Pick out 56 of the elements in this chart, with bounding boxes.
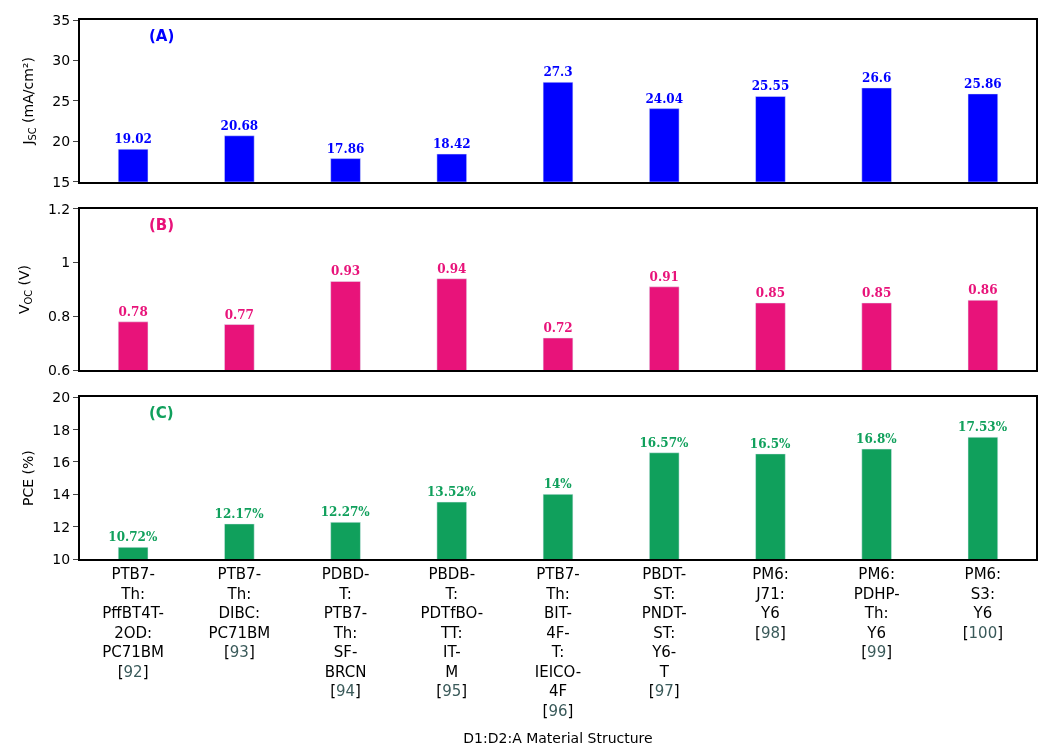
x-tick-label: PM6:PDHP-Th:Y6 [99] (853, 565, 900, 661)
x-tick-label: PM6:S3:Y6 [100] (962, 565, 1004, 642)
y-tick-label: 12 (52, 518, 71, 535)
data-label: 19.02 (114, 132, 152, 147)
data-label: 18.42 (432, 137, 471, 152)
y-tick-label: 1 (61, 254, 71, 271)
x-tick-label: PM6:J71:Y6 [98] (752, 565, 789, 642)
data-label: 13.52% (426, 485, 477, 500)
y-tick-label: 0.8 (47, 308, 71, 325)
y-tick-label: 20 (52, 133, 71, 150)
data-label: 20.68 (220, 118, 259, 133)
y-tick-label: 25 (52, 92, 71, 109)
data-label: 16.57% (639, 435, 690, 450)
data-label: 0.72 (543, 321, 573, 336)
x-axis-title: D1:D2:A Material Structure (463, 730, 653, 747)
data-label: 10.72% (108, 530, 158, 545)
y-tick-label: 1.2 (47, 200, 71, 217)
y-tick-label: 18 (52, 421, 71, 438)
data-label: 16.8% (856, 432, 898, 447)
y-tick-label: 10 (52, 550, 71, 567)
data-label: 0.85 (755, 285, 786, 300)
data-label: 17.53% (958, 420, 1008, 435)
data-label: 0.93 (330, 264, 361, 279)
x-tick-label: PTB7-Th:DIBC:PC71BM [93] (208, 565, 271, 661)
data-label: 17.86 (326, 141, 365, 156)
annotation: (B) (149, 216, 175, 234)
data-label: 14% (543, 477, 573, 492)
y-tick-label: 14 (52, 486, 71, 503)
data-label: 0.77 (224, 307, 254, 322)
data-label: 12.27% (320, 505, 371, 520)
data-label: 24.04 (645, 91, 684, 106)
data-label: 16.5% (749, 436, 792, 451)
data-label: 12.17% (214, 506, 265, 521)
data-label: 0.91 (649, 269, 679, 284)
category-label: PTB7-Th:BIT-4F-T:IEICO-4F [96] (534, 565, 582, 720)
data-label: 26.6 (862, 70, 892, 85)
data-label: 0.78 (118, 304, 148, 319)
category-label: PBDT-ST:PNDT-ST:Y6-T [97] (641, 565, 687, 700)
data-label: 0.86 (968, 283, 998, 298)
data-label: 25.86 (964, 76, 1002, 91)
data-label: 0.85 (862, 285, 892, 300)
category-label: PBDB-T:PDTfBO-TT:IT-M [95] (420, 565, 484, 700)
data-label: 25.55 (751, 79, 790, 94)
y-tick-label: 20 (52, 389, 71, 406)
y-tick-label: 0.6 (47, 362, 71, 379)
data-label: 27.3 (543, 65, 573, 80)
y-tick-label: 15 (52, 173, 71, 190)
y-axis-title: PCE (%) (20, 450, 37, 507)
annotation: (A) (149, 27, 175, 45)
y-tick-label: 16 (52, 453, 71, 470)
data-label: 0.94 (437, 261, 467, 276)
category-label: PDBD-T:PTB7-Th:SF-BRCN [94] (321, 565, 370, 700)
y-tick-label: 35 (52, 11, 71, 28)
annotation: (C) (149, 404, 174, 422)
y-tick-label: 30 (52, 52, 71, 69)
x-tick-label: PTB7-Th:PffBT4T-2OD:PC71BM [92] (102, 565, 165, 681)
